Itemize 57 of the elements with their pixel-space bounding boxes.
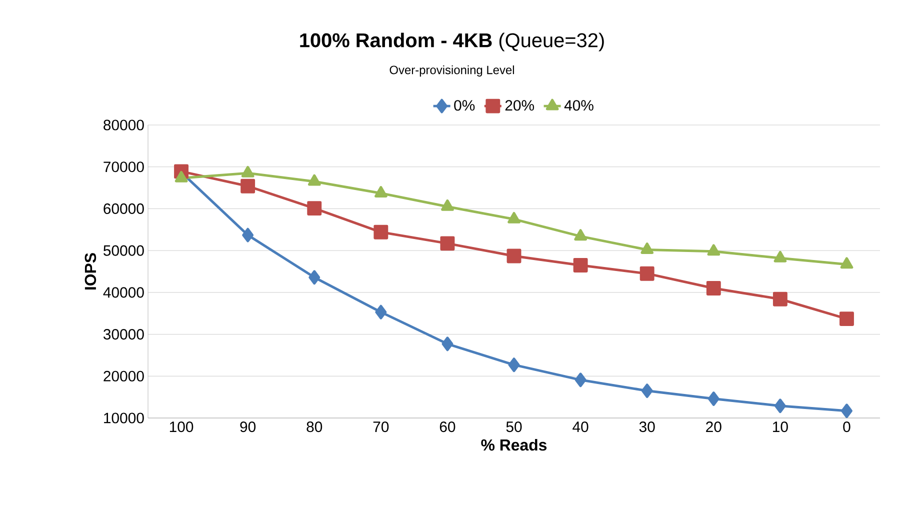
legend-label: 0%	[454, 100, 475, 111]
x-tick-label: 80	[306, 422, 322, 432]
x-tick-label: 20	[706, 422, 722, 432]
point	[574, 229, 587, 241]
x-tick-label: 90	[240, 422, 256, 432]
chart-title: 100% Random - 4KB (Queue=32)	[300, 32, 604, 52]
point	[640, 242, 654, 254]
legend-label: 20%	[505, 100, 534, 111]
point	[374, 224, 388, 240]
x-tick-label: 70	[373, 422, 389, 432]
point	[375, 304, 387, 320]
y-tick-label: 50000	[104, 245, 144, 256]
point	[574, 372, 586, 388]
x-tick-label: 60	[440, 422, 456, 432]
point	[506, 248, 522, 264]
y-axis-title: IOPS	[84, 253, 96, 290]
point	[840, 312, 854, 326]
point	[641, 384, 653, 398]
point	[308, 270, 320, 285]
x-tick-label: 0	[843, 422, 850, 432]
point	[240, 178, 256, 194]
legend-label: 40%	[564, 100, 594, 111]
x-tick-label: 40	[572, 422, 588, 432]
x-axis-title: % Reads	[481, 438, 547, 451]
y-tick-label: 40000	[103, 287, 144, 298]
point	[241, 166, 254, 178]
point	[508, 212, 520, 224]
point	[774, 398, 786, 414]
point	[242, 228, 254, 242]
point	[440, 236, 455, 251]
y-tick-label: 70000	[104, 162, 144, 172]
x-tick-label: 30	[639, 422, 655, 432]
point	[840, 257, 854, 269]
point	[441, 199, 454, 211]
point	[442, 336, 454, 352]
point	[573, 258, 588, 272]
point	[706, 281, 721, 296]
point	[174, 170, 188, 182]
y-tick-label: 80000	[104, 120, 144, 130]
y-tick-label: 60000	[104, 203, 144, 214]
x-tick-label: 100	[170, 422, 194, 432]
point	[640, 266, 654, 281]
x-tick-label: 50	[506, 422, 522, 432]
point	[508, 358, 520, 372]
point	[374, 186, 388, 198]
point	[307, 201, 322, 216]
point	[308, 174, 321, 186]
point	[774, 250, 787, 262]
point	[708, 392, 720, 406]
point	[841, 404, 852, 418]
point	[772, 292, 788, 306]
legend-title: Over-provisioning Level	[390, 65, 514, 77]
y-tick-label: 10000	[104, 412, 144, 424]
point	[707, 244, 720, 256]
y-tick-label: 20000	[104, 370, 144, 382]
x-tick-label: 10	[773, 422, 788, 432]
y-tick-label: 30000	[103, 328, 144, 340]
